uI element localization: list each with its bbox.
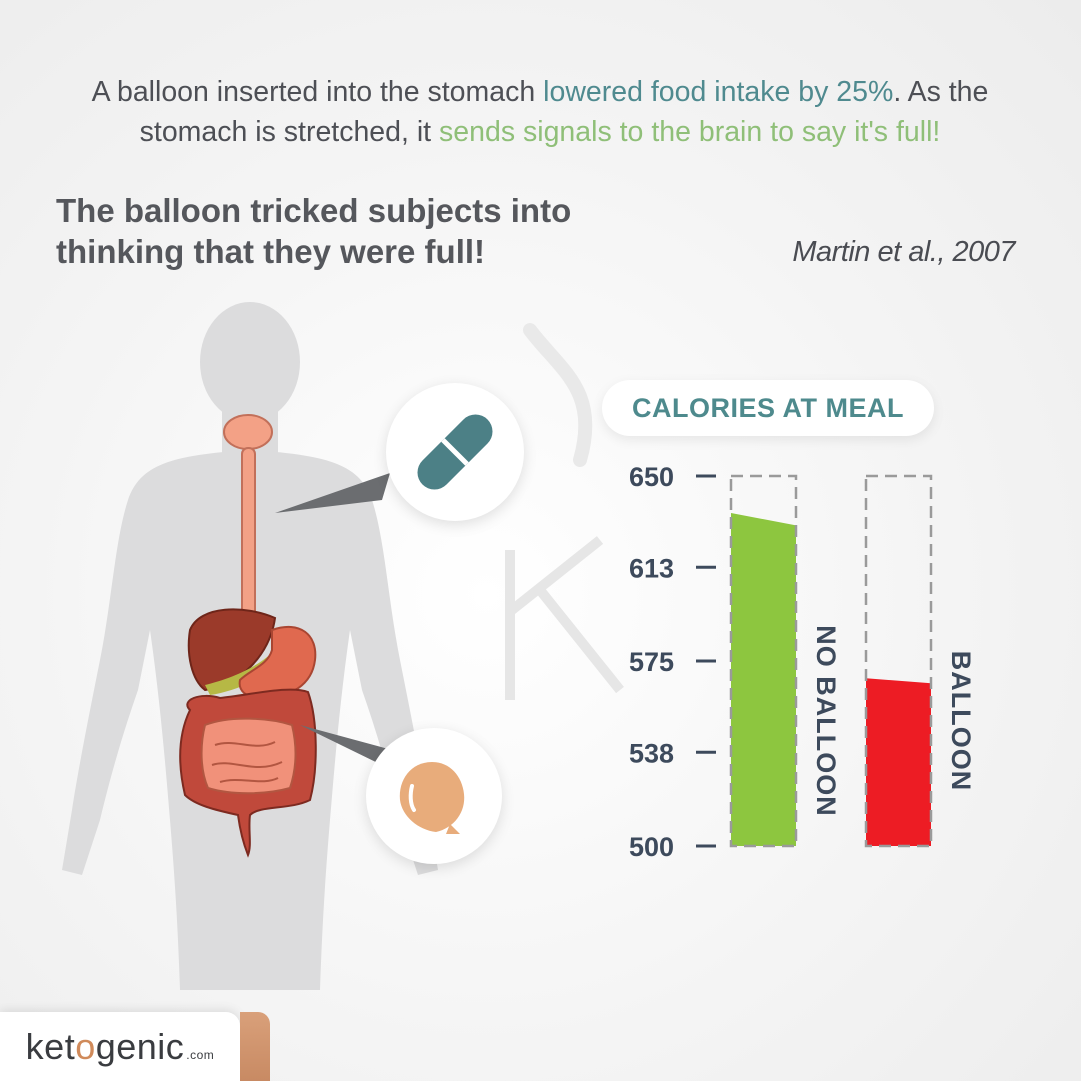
bar-outline-0 <box>729 474 798 848</box>
balloon-icon <box>399 762 465 834</box>
intro-highlight-signals: sends signals to the brain to say it's f… <box>439 116 941 148</box>
logo-text-end: genic <box>95 1025 185 1067</box>
y-tick-label-0: 650 <box>629 462 674 492</box>
logo-text: ketogenic .com <box>26 1026 215 1068</box>
bar-0 <box>731 513 796 846</box>
headline: The balloon tricked subjects into thinki… <box>56 192 572 270</box>
ketogenic-logo: ketogenic .com <box>0 1012 240 1081</box>
y-tick-label-2: 575 <box>629 647 674 677</box>
citation: Martin et al., 2007 <box>792 236 1015 268</box>
category-label-0: NO BALLOON <box>811 625 841 817</box>
logo-text-o: o <box>75 1025 96 1067</box>
watermark-logo-icon <box>505 323 624 700</box>
intro-text: A balloon inserted into the stomach lowe… <box>40 72 1040 152</box>
category-label-1: BALLOON <box>946 651 976 791</box>
y-tick-label-1: 613 <box>629 553 674 583</box>
balloon-callout <box>366 728 502 864</box>
y-tick-label-3: 538 <box>629 738 674 768</box>
digestive-system-icon <box>179 414 317 858</box>
intro-part-1: A balloon inserted into the stomach <box>91 76 544 108</box>
human-silhouette-icon <box>62 302 438 990</box>
intro-highlight-intake: lowered food intake by 25% <box>543 76 894 108</box>
pill-callout <box>386 383 524 521</box>
logo-text-start: ket <box>25 1025 76 1067</box>
logo-suffix: .com <box>186 1047 215 1062</box>
y-tick-label-4: 500 <box>629 832 674 862</box>
bar-chart: 650 613 575 538 500 NO BALLOON BALLOON <box>629 462 976 862</box>
bar-outline-1 <box>864 474 933 848</box>
logo-tab <box>240 1012 270 1081</box>
bar-1 <box>866 678 931 846</box>
intro-part-2: . As the stomach is stretched, it <box>139 76 989 148</box>
pill-icon <box>417 414 493 490</box>
chart-title: CALORIES AT MEAL <box>602 380 934 436</box>
